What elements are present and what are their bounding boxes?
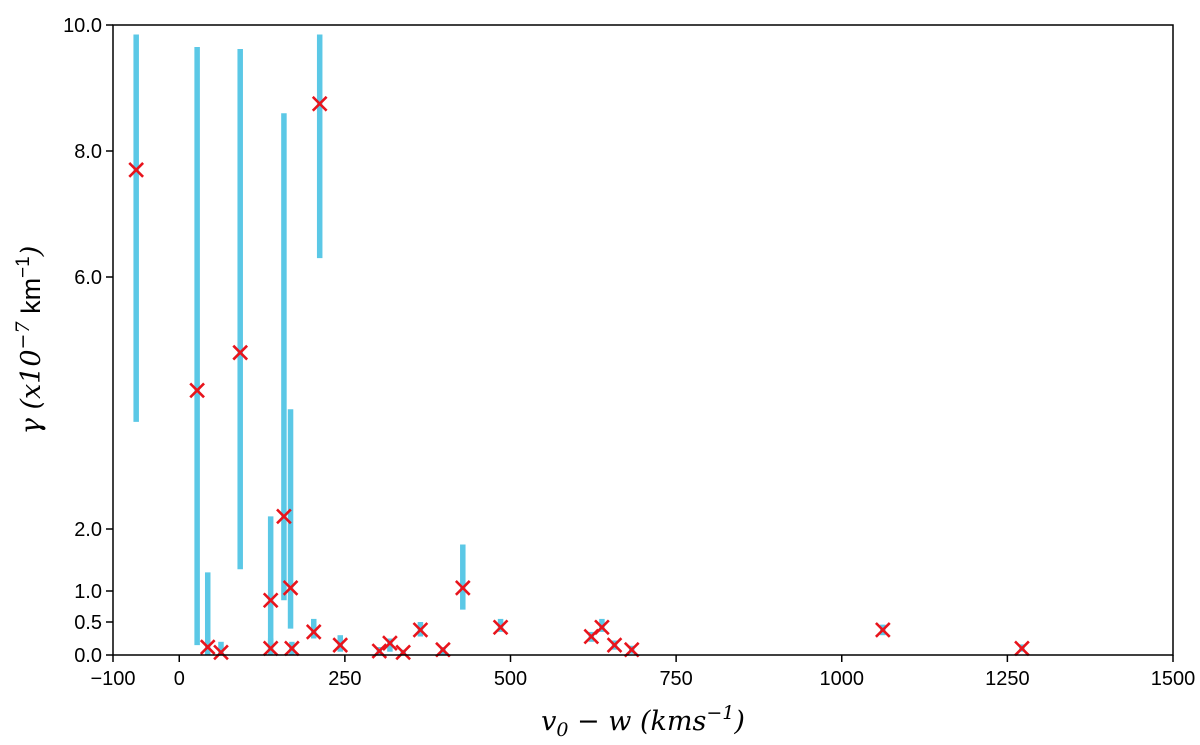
y-axis-ticks: 0.0 0.5 1.0 2.0 6.0 8.0 10.0	[63, 15, 113, 667]
error-bars	[133, 34, 1025, 655]
data-point-marker	[305, 624, 322, 640]
x-tick-label: 1250	[985, 668, 1030, 690]
data-point-marker	[311, 95, 328, 112]
data-point-marker	[454, 580, 471, 596]
x-tick-label: 1000	[820, 668, 865, 690]
y-tick-label: 1.0	[74, 581, 102, 603]
data-point-marker	[395, 644, 412, 661]
data-point-marker	[874, 622, 891, 638]
plot-frame	[112, 24, 1174, 656]
data-point-marker	[284, 640, 300, 657]
data-point-marker	[382, 635, 398, 651]
data-point-marker	[412, 622, 429, 638]
x-tick-label: 0	[174, 668, 185, 690]
data-point-marker	[1014, 640, 1030, 657]
data-point-marker	[332, 637, 349, 653]
data-point-marker	[199, 639, 216, 655]
y-tick-label: 6.0	[74, 267, 102, 289]
data-point-marker	[262, 640, 279, 657]
y-tick-label: 8.0	[74, 141, 102, 163]
y-tick-label: 10.0	[63, 15, 102, 37]
y-axis-title: γ (x10−7 km−1)	[12, 246, 47, 435]
data-markers	[128, 95, 1030, 661]
x-tick-label: 500	[494, 668, 527, 690]
x-axis-ticks: −100 0 250 500 750 1000 1250 1500	[90, 655, 1195, 690]
data-point-marker	[282, 580, 299, 596]
data-point-marker	[435, 641, 451, 658]
data-point-marker	[623, 641, 640, 658]
x-tick-label: 250	[328, 668, 361, 690]
x-axis-title: v0 − w (kms−1)	[541, 702, 745, 741]
x-tick-label: −100	[90, 668, 135, 690]
x-tick-label: 750	[659, 668, 692, 690]
data-point-marker	[232, 344, 249, 361]
data-point-marker	[262, 592, 279, 609]
data-point-marker	[492, 619, 509, 636]
x-tick-label: 1500	[1151, 668, 1196, 690]
data-point-marker	[213, 644, 229, 661]
y-tick-label: 0.0	[74, 645, 102, 667]
data-point-marker	[606, 637, 623, 653]
y-tick-label: 0.5	[74, 612, 102, 634]
data-point-marker	[276, 508, 292, 525]
data-point-marker	[128, 162, 145, 178]
y-tick-label: 2.0	[74, 519, 102, 541]
data-point-marker	[189, 382, 205, 399]
data-point-marker	[594, 619, 610, 636]
